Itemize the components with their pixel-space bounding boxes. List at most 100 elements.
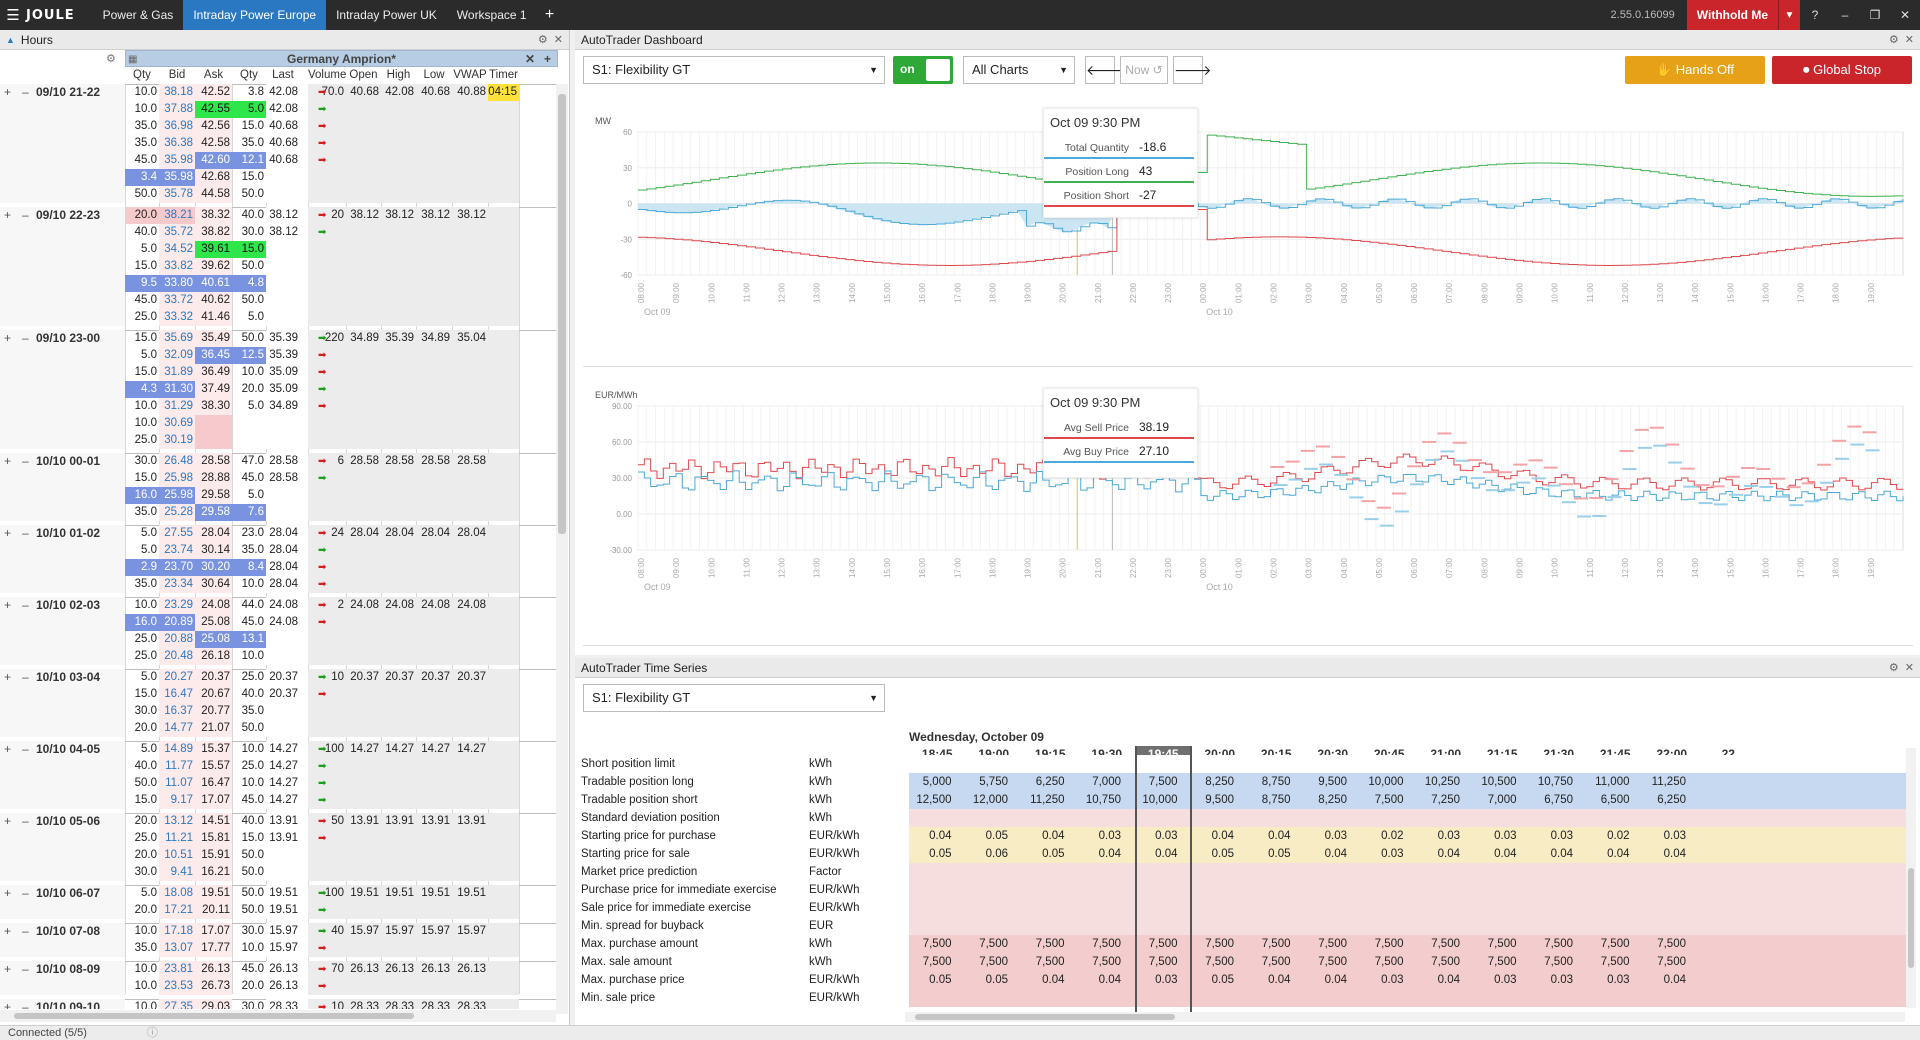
column-header[interactable]: Qty	[240, 69, 258, 81]
order-row[interactable]: 35.0 36.98 42.56 15.0 40.68 ➡	[0, 118, 556, 135]
collapse-icon[interactable]: –	[22, 598, 29, 612]
ts-value-cell[interactable]: 0.04	[1211, 830, 1234, 842]
order-row[interactable]: 40.0 35.72 38.82 30.0 38.12 ➡	[0, 224, 556, 241]
ts-value-cell[interactable]: 7,500	[1092, 956, 1121, 968]
ts-value-cell[interactable]: 0.03	[1607, 974, 1630, 986]
period-row[interactable]: + –10/10 09-10 10 28.33 28.33 28.33 28.33	[0, 999, 556, 1009]
column-header[interactable]: Volume	[308, 69, 347, 81]
ts-value-cell[interactable]: 0.03	[1550, 974, 1573, 986]
expand-icon[interactable]: +	[4, 526, 12, 540]
gear-icon[interactable]: ⚙	[537, 34, 548, 46]
order-row[interactable]: 35.0 23.34 30.64 10.0 28.04 ➡	[0, 576, 556, 593]
ts-value-cell[interactable]: 7,500	[1431, 956, 1460, 968]
order-row[interactable]: 10.0 17.18 17.07 30.0 15.97 ➡	[0, 923, 556, 940]
ts-value-cell[interactable]: 0.03	[1155, 974, 1178, 986]
ts-value-cell[interactable]: 7,500	[1205, 938, 1234, 950]
ts-value-cell[interactable]: 7,500	[1148, 938, 1178, 950]
order-row[interactable]: 5.0 23.74 30.14 35.0 28.04 ➡	[0, 542, 556, 559]
ts-value-cell[interactable]: 7,500	[922, 956, 952, 968]
order-row[interactable]: 15.0 35.69 35.49 50.0 35.39 ➡	[0, 330, 556, 347]
period-row[interactable]: + –10/10 03-04 10 20.37 20.37 20.37 20.37	[0, 669, 556, 686]
ts-value-cell[interactable]: 7,500	[1657, 938, 1686, 950]
ts-value-cell[interactable]: 0.02	[1607, 830, 1630, 842]
now-button[interactable]: Now ↺	[1120, 56, 1168, 84]
ts-value-cell[interactable]: 7,500	[922, 938, 952, 950]
order-row[interactable]: 10.0 38.18 42.52 3.8 42.08 ➡	[0, 84, 556, 101]
ts-value-cell[interactable]: 0.04	[1437, 848, 1460, 860]
collapse-icon[interactable]: –	[22, 208, 29, 222]
collapse-icon[interactable]: –	[22, 331, 29, 345]
order-row[interactable]: 10.0 31.29 38.30 5.0 34.89 ➡	[0, 398, 556, 415]
global-stop-button[interactable]: ⏺ Global Stop	[1772, 56, 1912, 84]
order-row[interactable]: 25.0 11.21 15.81 15.0 13.91 ➡	[0, 830, 556, 847]
ts-value-cell[interactable]: 0.03	[1494, 830, 1517, 842]
ts-value-cell[interactable]: 12,000	[972, 794, 1008, 806]
ts-value-cell[interactable]: 7,500	[1544, 938, 1573, 950]
order-row[interactable]: 20.0 38.21 38.32 40.0 38.12 ➡	[0, 207, 556, 224]
close-icon[interactable]: ✕	[1904, 662, 1914, 674]
collapse-icon[interactable]: ▲	[6, 34, 15, 45]
ts-value-cell[interactable]: 10,000	[1142, 794, 1178, 806]
ts-value-cell[interactable]: 7,500	[1261, 956, 1291, 968]
ts-value-cell[interactable]: 0.03	[1550, 830, 1573, 842]
help-icon[interactable]: ?	[1811, 8, 1819, 22]
collapse-icon[interactable]: –	[22, 924, 29, 938]
order-row[interactable]: 35.0 36.38 42.58 35.0 40.68 ➡	[0, 135, 556, 152]
ts-value-cell[interactable]: 0.04	[1042, 974, 1065, 986]
expand-icon[interactable]: +	[4, 85, 12, 99]
ts-value-cell[interactable]: 0.03	[1098, 830, 1121, 842]
expand-icon[interactable]: +	[4, 924, 12, 938]
expand-icon[interactable]: +	[4, 454, 12, 468]
ts-value-cell[interactable]: 7,250	[1431, 794, 1460, 806]
ts-value-cell[interactable]: 7,500	[1148, 776, 1178, 788]
period-row[interactable]: + –10/10 00-01 6 28.58 28.58 28.58 28.58	[0, 453, 556, 470]
gear-icon[interactable]: ⚙	[106, 53, 116, 65]
gear-icon[interactable]: ⚙	[1888, 662, 1899, 674]
ts-value-cell[interactable]: 0.02	[1381, 830, 1404, 842]
period-row[interactable]: + –10/10 08-09 70 26.13 26.13 26.13 26.13	[0, 961, 556, 978]
column-header[interactable]: Open	[349, 69, 378, 81]
tab-power-gas[interactable]: Power & Gas	[102, 8, 174, 22]
order-row[interactable]: 3.4 35.98 42.68 15.0	[0, 169, 556, 186]
ts-value-cell[interactable]: 7,500	[1600, 956, 1630, 968]
ts-horizontal-scrollbar[interactable]	[905, 1012, 1905, 1022]
order-row[interactable]: 15.0 9.17 17.07 45.0 14.27 ➡	[0, 792, 556, 809]
ts-value-cell[interactable]: 8,750	[1261, 794, 1291, 806]
period-row[interactable]: + –09/10 21-22 70.0 40.68 42.08 40.68 40.88 04:…	[0, 84, 556, 101]
ts-value-cell[interactable]: 0.04	[1268, 830, 1291, 842]
collapse-icon[interactable]: –	[22, 814, 29, 828]
order-row[interactable]: 10.0 27.35 29.03 30.0 28.33 ➡	[0, 999, 556, 1009]
collapse-icon[interactable]: –	[22, 454, 29, 468]
order-row[interactable]: 25.0 20.48 26.18 10.0	[0, 648, 556, 665]
close-icon[interactable]: ✕	[553, 34, 563, 46]
order-row[interactable]: 10.0 30.69	[0, 415, 556, 432]
ts-value-cell[interactable]: 7,500	[1261, 938, 1291, 950]
ts-vertical-scrollbar[interactable]	[1906, 748, 1916, 1008]
order-row[interactable]: 15.0 33.82 39.62 50.0	[0, 258, 556, 275]
collapse-icon[interactable]: –	[22, 742, 29, 756]
ts-value-cell[interactable]: 0.05	[1211, 848, 1234, 860]
ts-value-cell[interactable]: 0.04	[1324, 974, 1347, 986]
ts-value-cell[interactable]: 7,500	[1035, 938, 1065, 950]
horizontal-scrollbar[interactable]	[0, 1010, 556, 1022]
ts-value-cell[interactable]: 0.05	[985, 830, 1008, 842]
order-row[interactable]: 5.0 34.52 39.61 15.0	[0, 241, 556, 258]
expand-icon[interactable]: +	[4, 1000, 12, 1009]
ts-value-cell[interactable]: 0.06	[985, 848, 1008, 860]
ts-value-cell[interactable]: 11,000	[1595, 776, 1630, 788]
ts-value-cell[interactable]: 12,500	[916, 794, 952, 806]
ts-value-cell[interactable]: 8,750	[1261, 776, 1291, 788]
order-row[interactable]: 15.0 16.47 20.67 40.0 20.37 ➡	[0, 686, 556, 703]
order-row[interactable]: 30.0 9.41 16.21 50.0	[0, 864, 556, 881]
ts-value-cell[interactable]: 0.05	[929, 974, 952, 986]
ts-value-cell[interactable]: 7,500	[1092, 938, 1121, 950]
close-icon[interactable]: ✕	[1899, 8, 1911, 22]
ts-value-cell[interactable]: 0.04	[1494, 848, 1517, 860]
collapse-icon[interactable]: –	[22, 670, 29, 684]
order-row[interactable]: 20.0 14.77 21.07 50.0	[0, 720, 556, 737]
ts-value-cell[interactable]: 7,500	[1544, 956, 1573, 968]
order-row[interactable]: 25.0 33.32 41.46 5.0	[0, 309, 556, 326]
ts-value-cell[interactable]: 6,750	[1544, 794, 1573, 806]
ts-value-cell[interactable]: 7,500	[1374, 938, 1404, 950]
ts-value-cell[interactable]: 0.04	[1042, 830, 1065, 842]
